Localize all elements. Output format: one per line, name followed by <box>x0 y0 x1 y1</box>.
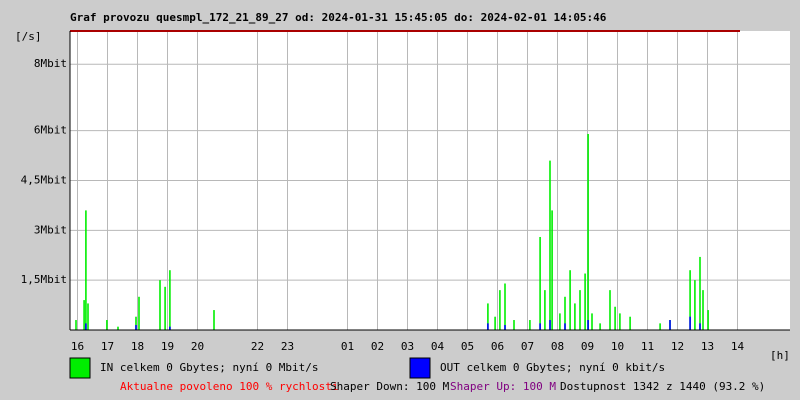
x-axis-label: [h] <box>770 349 790 362</box>
annotation: Shaper Down: 100 M <box>330 380 450 393</box>
y-tick-label: 8Mbit <box>34 57 67 70</box>
legend: IN celkem 0 Gbytes; nyní 0 Mbit/s OUT cel… <box>69 357 765 393</box>
x-tick-label: 12 <box>671 340 684 353</box>
x-tick-label: 17 <box>101 340 114 353</box>
legend-swatch <box>409 357 431 379</box>
y-tick-label: 6Mbit <box>34 124 67 137</box>
y-axis-label: [/s] <box>15 30 42 43</box>
x-tick-label: 13 <box>701 340 714 353</box>
annotation: Aktualne povoleno 100 % rychlosti <box>120 380 339 393</box>
marks <box>75 133 709 330</box>
annotation: Dostupnost 1342 z 1440 (93.2 %) <box>560 380 765 393</box>
y-tick-label: 3Mbit <box>34 223 67 236</box>
x-tick-label: 05 <box>461 340 474 353</box>
annotation: Shaper Up: 100 M <box>450 380 556 393</box>
x-tick-label: 14 <box>731 340 745 353</box>
y-tick-label: 4,5Mbit <box>21 174 67 187</box>
x-tick-label: 18 <box>131 340 144 353</box>
x-tick-label: 08 <box>551 340 564 353</box>
x-tick-label: 07 <box>521 340 534 353</box>
x-tick-label: 16 <box>71 340 84 353</box>
x-tick-label: 01 <box>341 340 354 353</box>
x-tick-label: 23 <box>281 340 294 353</box>
y-tick-label: 1,5Mbit <box>21 273 67 286</box>
x-tick-label: 06 <box>491 340 504 353</box>
x-tick-label: 20 <box>191 340 204 353</box>
x-tick-label: 11 <box>641 340 654 353</box>
x-tick-label: 02 <box>371 340 384 353</box>
legend-label: OUT celkem 0 Gbytes; nyní 0 kbit/s <box>440 361 665 374</box>
legend-label: IN celkem 0 Gbytes; nyní 0 Mbit/s <box>100 361 319 374</box>
x-tick-label: 04 <box>431 340 445 353</box>
x-tick-label: 09 <box>581 340 594 353</box>
x-tick-label: 03 <box>401 340 414 353</box>
grid <box>70 31 790 330</box>
chart-title: Graf provozu quesmpl_172_21_89_27 od: 20… <box>70 11 607 24</box>
legend-swatch <box>69 357 91 379</box>
x-tick-label: 10 <box>611 340 624 353</box>
x-tick-label: 22 <box>251 340 264 353</box>
x-tick-label: 19 <box>161 340 174 353</box>
